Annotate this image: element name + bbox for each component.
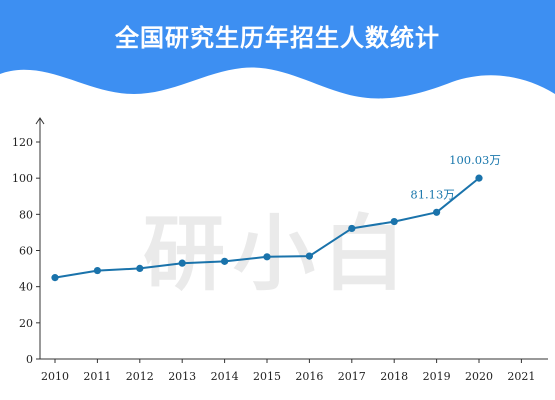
data-point xyxy=(263,253,271,261)
page-title: 全国研究生历年招生人数统计 xyxy=(115,24,440,52)
x-tick-label: 2010 xyxy=(41,370,69,383)
y-tick-label: 20 xyxy=(19,317,33,330)
x-tick-label: 2015 xyxy=(253,370,281,383)
watermark-text: 研小白 xyxy=(143,207,413,302)
data-point xyxy=(221,257,229,265)
y-tick-label: 120 xyxy=(12,136,33,149)
data-point xyxy=(305,252,313,260)
x-tick-label: 2016 xyxy=(295,370,323,383)
y-tick-label: 0 xyxy=(26,353,33,366)
y-tick-label: 100 xyxy=(12,172,33,185)
x-tick-label: 2013 xyxy=(168,370,196,383)
data-point xyxy=(390,217,398,226)
y-axis-arrow xyxy=(35,117,45,125)
x-tick-label: 2018 xyxy=(380,370,408,383)
data-point xyxy=(51,274,59,282)
data-label: 100.03万 xyxy=(449,153,501,167)
data-point xyxy=(178,259,186,267)
y-tick-label: 60 xyxy=(19,245,33,258)
data-point xyxy=(348,224,356,233)
y-tick-label: 80 xyxy=(19,208,33,221)
data-point xyxy=(136,264,144,273)
header-wave-banner xyxy=(0,0,555,99)
header-banner-shape xyxy=(0,0,555,99)
x-tick-label: 2012 xyxy=(126,370,154,383)
data-point xyxy=(93,266,101,275)
data-point xyxy=(433,208,441,216)
x-tick-label: 2021 xyxy=(507,370,535,383)
x-tick-label: 2020 xyxy=(465,370,493,383)
y-tick-label: 40 xyxy=(19,281,33,294)
x-tick-label: 2017 xyxy=(338,370,366,383)
x-tick-label: 2014 xyxy=(211,370,239,383)
data-point xyxy=(475,174,483,182)
x-tick-label: 2019 xyxy=(423,370,451,383)
x-tick-label: 2011 xyxy=(83,370,111,383)
data-label: 81.13万 xyxy=(410,187,454,201)
